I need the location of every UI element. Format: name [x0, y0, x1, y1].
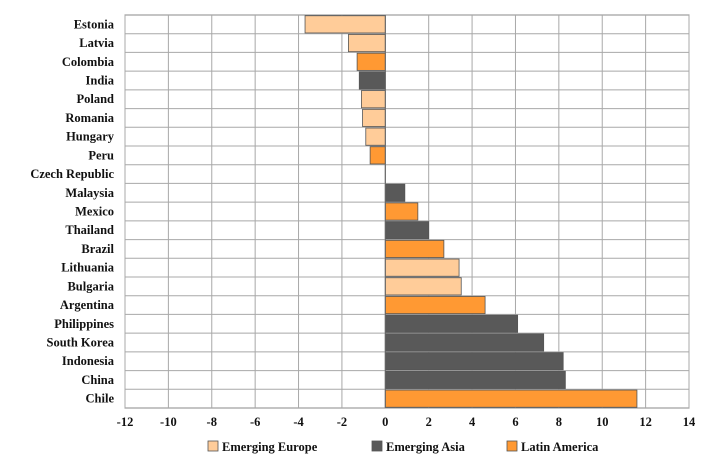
bar-lithuania: [384, 258, 460, 277]
bar-bulgaria: [384, 277, 462, 296]
category-label-latvia: Latvia: [79, 36, 114, 50]
legend-swatch-emerging-asia: [371, 440, 383, 452]
bar-mexico: [384, 202, 419, 221]
x-tick-label: 0: [382, 415, 388, 429]
bar-china: [384, 370, 566, 389]
bar-south-korea: [384, 333, 545, 352]
category-label-hungary: Hungary: [66, 130, 115, 144]
x-tick-label: 10: [596, 415, 609, 429]
category-label-czech-republic: Czech Republic: [30, 167, 114, 181]
bar-indonesia: [384, 352, 564, 371]
bar-romania: [362, 108, 386, 127]
x-tick-label: -6: [250, 415, 260, 429]
legend: Emerging Europe Emerging Asia Latin Americ…: [207, 440, 599, 454]
bar-chile: [384, 389, 638, 408]
bar-thailand: [384, 221, 430, 240]
bars: [304, 15, 638, 408]
x-axis-ticks: -12 -10 -8 -6 -4 -2 0 2 4 6 8 10 12 14: [117, 415, 696, 429]
x-tick-label: 12: [639, 415, 652, 429]
bar-india: [358, 71, 386, 90]
x-tick-label: -10: [160, 415, 177, 429]
legend-label-emerging-europe: Emerging Europe: [222, 440, 318, 454]
bar-poland: [361, 90, 386, 109]
category-label-philippines: Philippines: [54, 317, 114, 331]
bar-malaysia: [384, 183, 406, 202]
category-label-thailand: Thailand: [65, 223, 114, 237]
bar-estonia: [304, 15, 386, 34]
category-label-china: China: [81, 373, 114, 387]
category-label-chile: Chile: [86, 392, 115, 406]
bar-peru: [369, 146, 386, 165]
x-tick-label: -8: [207, 415, 217, 429]
x-tick-label: 2: [426, 415, 432, 429]
legend-label-latin-america: Latin America: [521, 440, 599, 454]
legend-label-emerging-asia: Emerging Asia: [386, 440, 466, 454]
x-tick-label: 4: [469, 415, 476, 429]
legend-swatch-emerging-europe: [207, 440, 219, 452]
category-label-mexico: Mexico: [75, 205, 114, 219]
x-tick-label: 14: [683, 415, 696, 429]
bar-philippines: [384, 314, 519, 333]
category-label-peru: Peru: [88, 148, 114, 162]
gridlines: [124, 15, 690, 408]
bar-hungary: [365, 127, 386, 146]
category-label-south-korea: South Korea: [47, 336, 115, 350]
category-label-poland: Poland: [76, 92, 114, 106]
x-tick-label: 6: [512, 415, 518, 429]
bar-colombia: [356, 52, 386, 71]
bar-argentina: [384, 296, 486, 315]
category-label-bulgaria: Bulgaria: [67, 279, 114, 293]
x-tick-label: -2: [337, 415, 347, 429]
category-label-colombia: Colombia: [62, 55, 115, 69]
category-label-india: India: [86, 74, 115, 88]
category-labels: Estonia Latvia Colombia India Poland Romania H…: [30, 17, 114, 405]
category-label-brazil: Brazil: [81, 242, 114, 256]
bar-latvia: [348, 34, 386, 53]
category-label-indonesia: Indonesia: [62, 354, 115, 368]
category-label-romania: Romania: [65, 111, 114, 125]
bar-brazil: [384, 239, 445, 258]
category-label-malaysia: Malaysia: [65, 186, 114, 200]
category-label-argentina: Argentina: [60, 298, 115, 312]
x-tick-label: 8: [556, 415, 562, 429]
legend-swatch-latin-america: [506, 440, 518, 452]
x-tick-label: -12: [117, 415, 134, 429]
category-label-lithuania: Lithuania: [61, 261, 115, 275]
x-tick-label: -4: [293, 415, 304, 429]
category-label-estonia: Estonia: [74, 17, 115, 31]
